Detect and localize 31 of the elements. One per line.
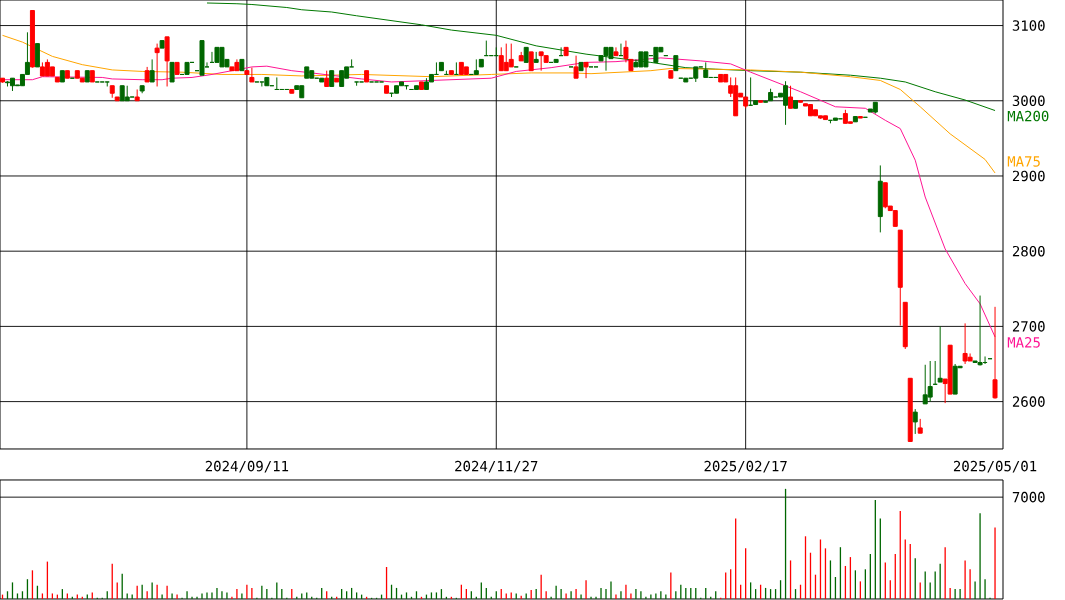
series-label: MA200	[1007, 110, 1049, 122]
y-tick-label: 2600	[1012, 396, 1045, 407]
y-tick-label: 2800	[1012, 245, 1045, 257]
candlestick	[34, 43, 40, 68]
x-tick-label: 2025/02/17	[704, 460, 787, 473]
candlestick	[154, 43, 160, 87]
candlestick	[149, 58, 155, 83]
candlestick	[927, 360, 933, 403]
candlestick	[613, 46, 619, 57]
candlestick	[259, 81, 265, 87]
series-label: MA25	[1007, 337, 1040, 348]
candlestick	[788, 85, 794, 109]
series-label: MA75	[1007, 156, 1040, 167]
candlestick	[992, 306, 998, 400]
y-tick-label: 2900	[1012, 170, 1045, 182]
candlestick	[508, 43, 514, 68]
x-tick-label: 2024/09/11	[205, 460, 289, 473]
candlestick	[169, 61, 175, 83]
y-tick-label: 7000	[1012, 491, 1045, 503]
y-tick-label: 2700	[1012, 321, 1045, 332]
candlestick	[573, 55, 579, 79]
x-tick-label: 2024/11/27	[455, 460, 538, 473]
candlestick	[937, 325, 943, 383]
y-tick-label: 3100	[1012, 20, 1045, 31]
candlestick	[583, 61, 589, 79]
candlestick	[528, 51, 534, 72]
line-series	[206, 2, 996, 112]
candlestick	[912, 408, 918, 435]
line-series	[2, 34, 996, 174]
y-tick-label: 3000	[1012, 95, 1045, 107]
x-tick-label: 2025/05/01	[953, 460, 1037, 473]
